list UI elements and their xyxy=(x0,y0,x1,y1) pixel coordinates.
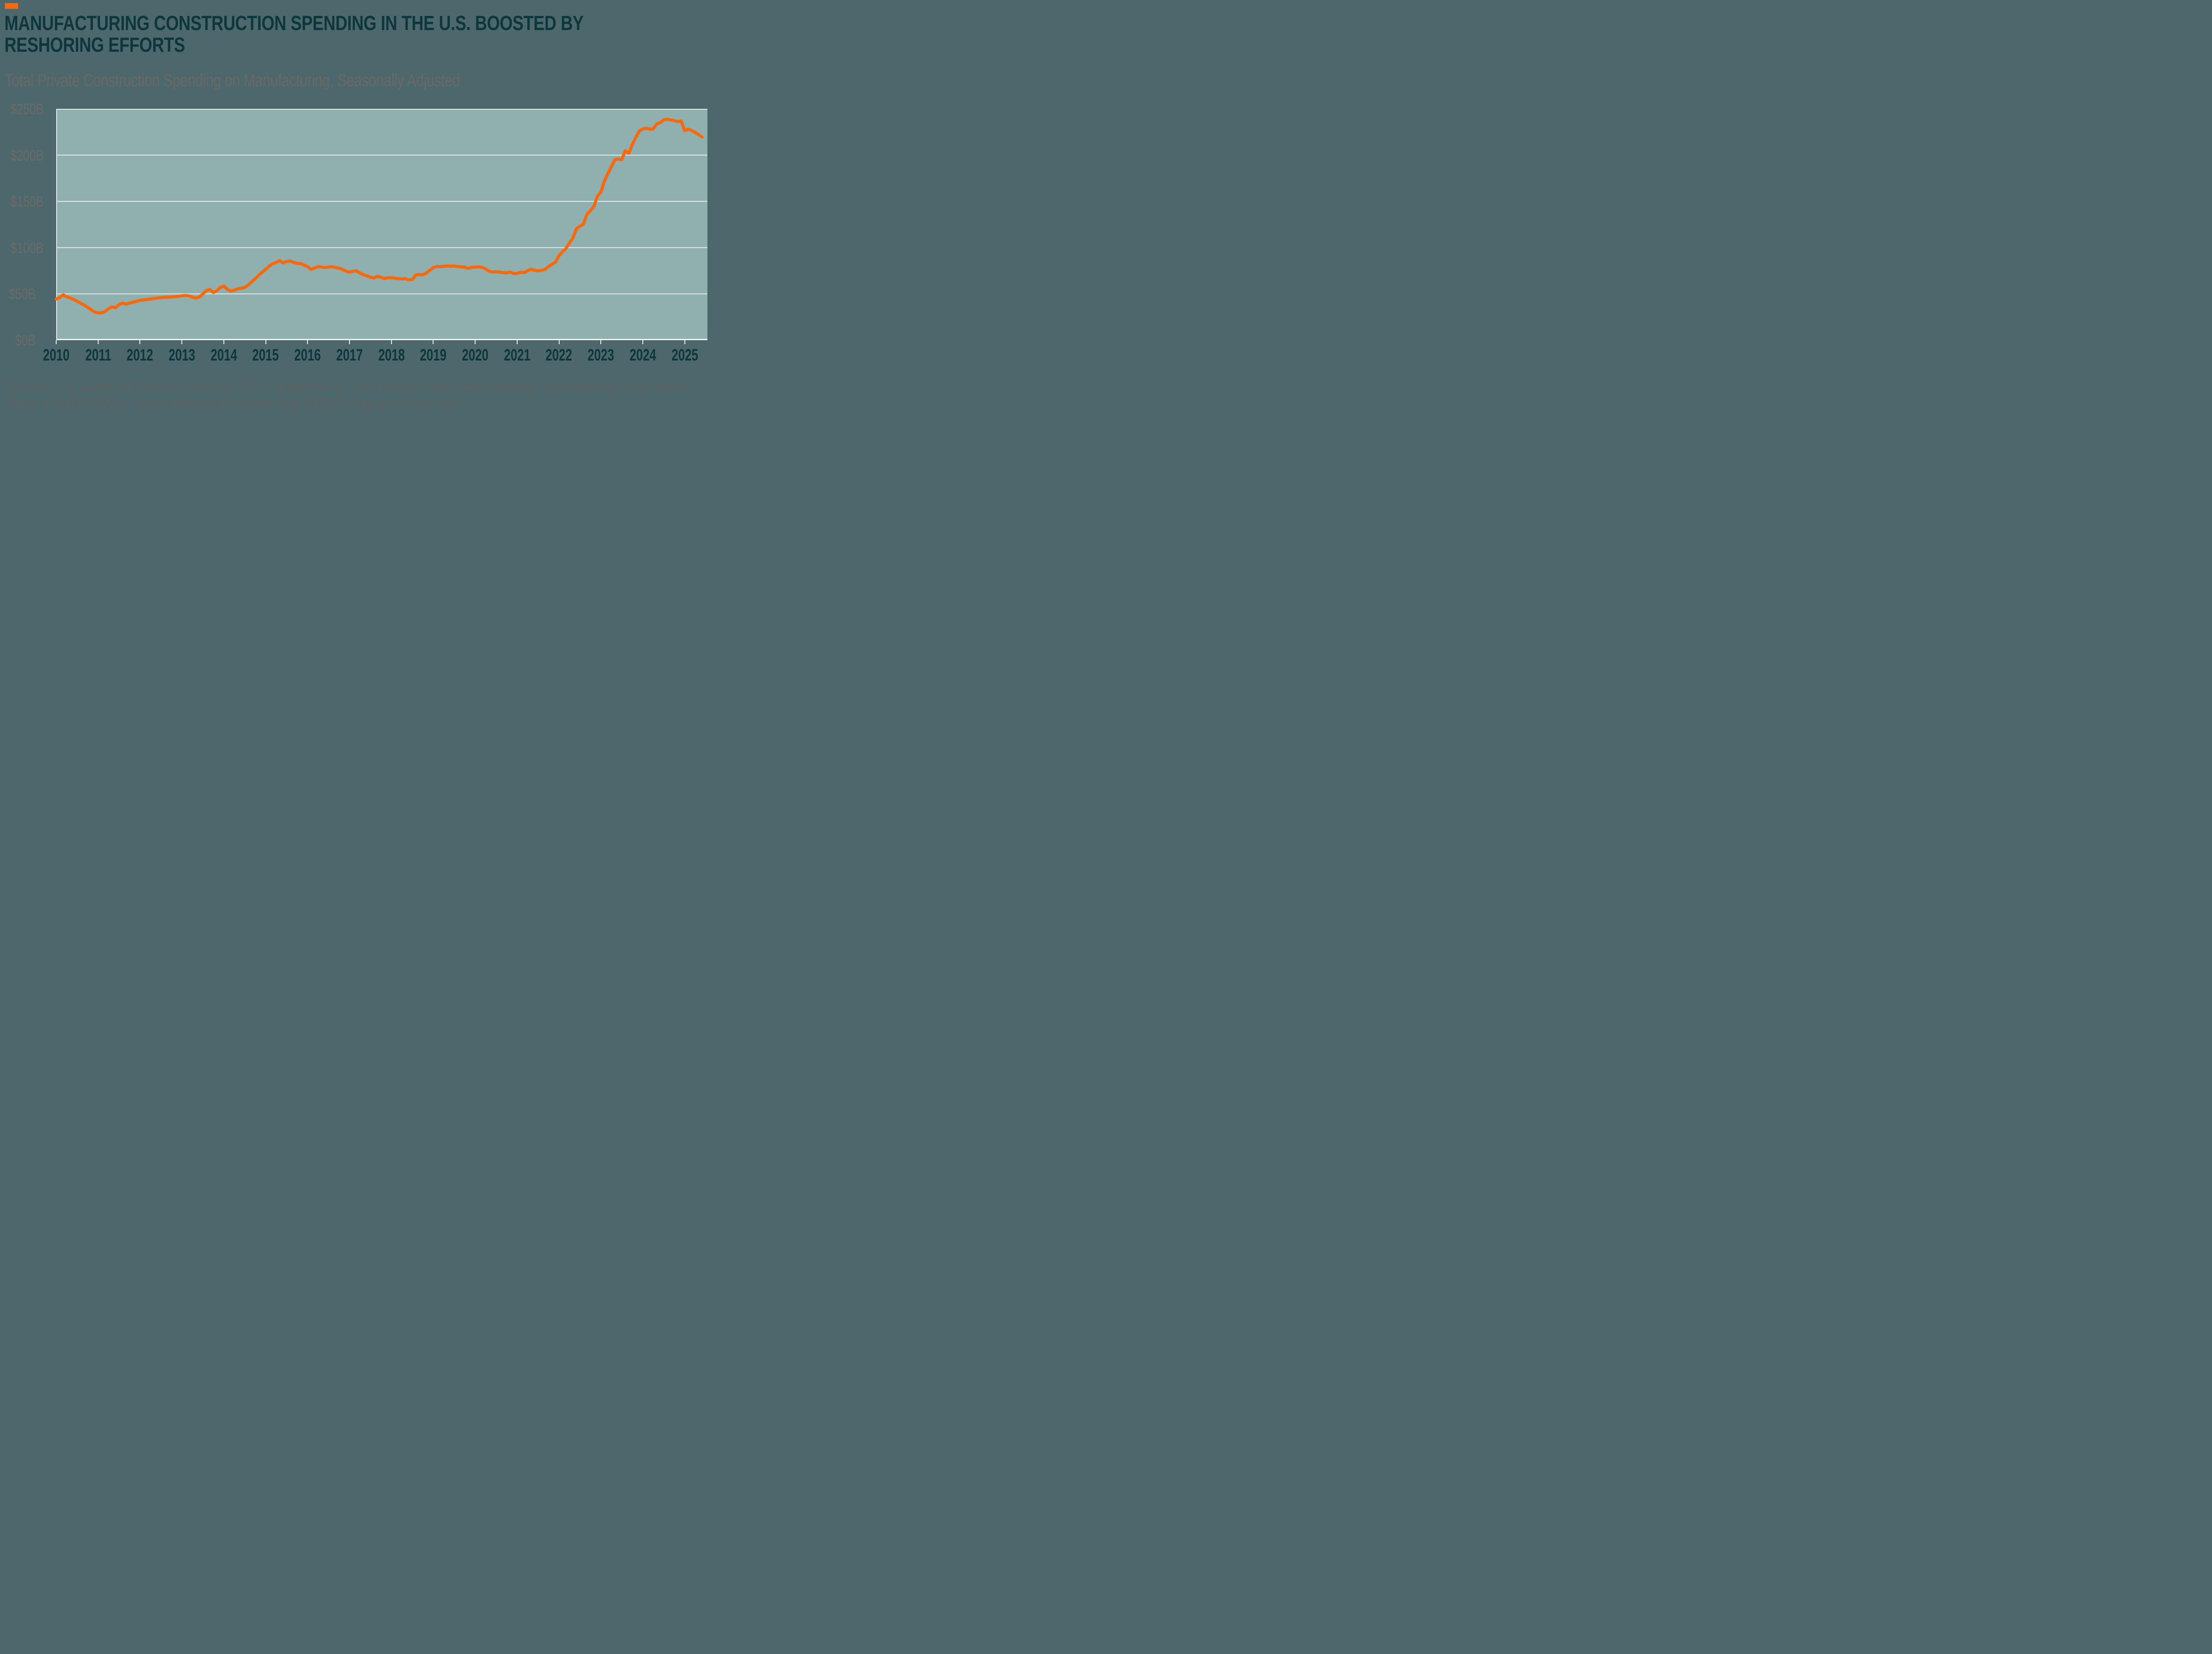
page: MANUFACTURING CONSTRUCTION SPENDING IN T… xyxy=(0,0,737,414)
x-tick-label-2015: 2015 xyxy=(239,346,292,365)
x-tick-label-text: 2021 xyxy=(503,346,530,364)
source-line-1: Sources: U.S. Bureau of Economic Analysi… xyxy=(5,379,685,395)
y-tick-label-100B: $100B xyxy=(0,240,44,257)
source-line-2: States (PRMFGCONS). Federal Reserve Econ… xyxy=(5,395,464,411)
x-tick-label-2013: 2013 xyxy=(155,346,208,365)
x-tick-label-2016: 2016 xyxy=(281,346,334,365)
y-tick-label-text: $150B xyxy=(10,193,44,211)
x-tick-label-text: 2014 xyxy=(210,346,237,364)
x-tick-label-2021: 2021 xyxy=(491,346,544,365)
y-tick-label-150B: $150B xyxy=(0,193,44,211)
x-tick-mark-2024 xyxy=(642,340,643,344)
y-tick-label-250B: $250B xyxy=(0,101,44,118)
x-tick-label-text: 2011 xyxy=(85,346,111,364)
x-tick-label-text: 2023 xyxy=(588,346,614,364)
y-tick-label-text: $0B xyxy=(15,332,35,349)
x-tick-label-2022: 2022 xyxy=(533,346,586,365)
x-tick-mark-2016 xyxy=(307,340,308,344)
x-tick-mark-2013 xyxy=(181,340,183,344)
x-tick-label-2010: 2010 xyxy=(30,346,83,365)
x-tick-mark-2022 xyxy=(558,340,560,344)
spending-line-series xyxy=(54,118,704,315)
y-tick-label-text: $100B xyxy=(10,239,44,257)
x-tick-label-2011: 2011 xyxy=(72,346,125,365)
x-tick-label-text: 2025 xyxy=(671,346,698,364)
x-tick-label-2017: 2017 xyxy=(323,346,376,365)
y-tick-label-50B: $50B xyxy=(0,286,35,303)
line-chart xyxy=(54,109,707,340)
x-tick-mark-2025 xyxy=(684,340,685,344)
x-tick-mark-2017 xyxy=(349,340,350,344)
x-tick-mark-2014 xyxy=(223,340,224,344)
x-tick-mark-2020 xyxy=(475,340,476,344)
chart-plot-area xyxy=(54,109,707,340)
y-tick-label-200B: $200B xyxy=(0,147,44,165)
accent-rect xyxy=(5,3,18,9)
x-tick-label-text: 2020 xyxy=(462,346,489,364)
x-tick-label-2019: 2019 xyxy=(407,346,460,365)
x-tick-label-text: 2016 xyxy=(294,346,321,364)
x-tick-label-text: 2013 xyxy=(169,346,196,364)
x-tick-label-text: 2015 xyxy=(252,346,279,364)
x-tick-label-2018: 2018 xyxy=(365,346,418,365)
y-tick-label-text: $50B xyxy=(8,286,35,303)
x-tick-mark-2015 xyxy=(265,340,266,344)
x-tick-label-2025: 2025 xyxy=(658,346,711,365)
x-tick-label-text: 2024 xyxy=(629,346,657,364)
y-tick-label-text: $200B xyxy=(10,147,44,164)
x-tick-mark-2018 xyxy=(391,340,392,344)
x-tick-label-2014: 2014 xyxy=(197,346,250,365)
x-tick-label-2024: 2024 xyxy=(616,346,669,365)
x-tick-label-2023: 2023 xyxy=(574,346,627,365)
x-tick-mark-2010 xyxy=(56,340,57,344)
x-tick-mark-2011 xyxy=(97,340,99,344)
x-tick-label-text: 2010 xyxy=(42,346,70,364)
x-tick-label-text: 2012 xyxy=(127,346,154,364)
x-tick-label-text: 2022 xyxy=(545,346,572,364)
x-tick-mark-2019 xyxy=(433,340,434,344)
x-tick-label-2020: 2020 xyxy=(449,346,502,365)
title-line-1: MANUFACTURING CONSTRUCTION SPENDING IN T… xyxy=(4,12,584,35)
page-title: MANUFACTURING CONSTRUCTION SPENDING IN T… xyxy=(4,12,694,56)
x-tick-mark-2012 xyxy=(139,340,141,344)
x-tick-label-text: 2017 xyxy=(336,346,363,364)
x-tick-label-2012: 2012 xyxy=(113,346,166,365)
x-tick-label-text: 2018 xyxy=(378,346,405,364)
y-tick-label-0B: $0B xyxy=(0,332,35,349)
title-line-2: RESHORING EFFORTS xyxy=(4,33,185,56)
chart-subtitle: Total Private Construction Spending on M… xyxy=(5,71,460,90)
x-tick-mark-2021 xyxy=(516,340,518,344)
y-tick-label-text: $250B xyxy=(10,101,44,118)
source-note: Sources: U.S. Bureau of Economic Analysi… xyxy=(5,378,711,412)
x-tick-mark-2023 xyxy=(600,340,602,344)
x-tick-label-text: 2019 xyxy=(420,346,447,364)
